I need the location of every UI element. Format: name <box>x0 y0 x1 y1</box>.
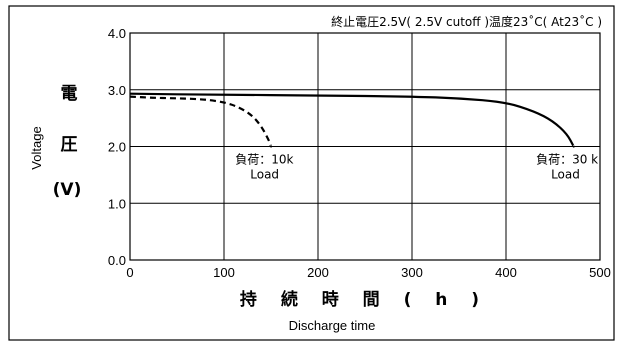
x-tick-label-3: 300 <box>401 265 423 280</box>
y-axis-label-en: Voltage <box>29 126 44 169</box>
x-tick-label-1: 100 <box>213 265 235 280</box>
x-tick-label-5: 500 <box>589 265 611 280</box>
x-axis-label-jp: 持 続 時 間 ( h ) <box>240 289 488 310</box>
series-label-0-line2: Load <box>250 168 279 182</box>
y-tick-label-1: 1.0 <box>108 196 126 211</box>
x-tick-label-4: 400 <box>495 265 517 280</box>
series-label-1-line1: 負荷：30 k <box>536 153 598 167</box>
y-axis-label-jp-1: 電 <box>61 84 78 104</box>
series-label-0-line1: 負荷：10k <box>235 153 293 167</box>
chart-title: 終止電圧2.5V( 2.5V cutoff )温度23˚C( At23˚C ) <box>331 14 602 29</box>
outer-frame <box>8 5 615 341</box>
grid-lines <box>130 33 600 260</box>
series-label-1-line2: Load <box>551 168 580 182</box>
y-axis-label-jp-3: (V) <box>53 180 82 200</box>
y-tick-labels: 0.0 1.0 2.0 3.0 4.0 <box>108 26 126 268</box>
y-tick-label-0: 0.0 <box>108 253 126 268</box>
y-tick-label-3: 3.0 <box>108 83 126 98</box>
series-line-1 <box>129 92 575 148</box>
x-axis-label-en: Discharge time <box>289 318 376 333</box>
x-tick-labels: 0 100 200 300 400 500 <box>126 265 610 280</box>
x-tick-label-2: 200 <box>307 265 329 280</box>
x-tick-label-0: 0 <box>126 265 133 280</box>
series-lines <box>129 92 575 148</box>
y-tick-label-4: 4.0 <box>108 26 126 41</box>
y-axis-label-jp-2: 圧 <box>61 135 78 155</box>
y-tick-label-2: 2.0 <box>108 140 126 155</box>
series-line-0 <box>129 95 273 148</box>
